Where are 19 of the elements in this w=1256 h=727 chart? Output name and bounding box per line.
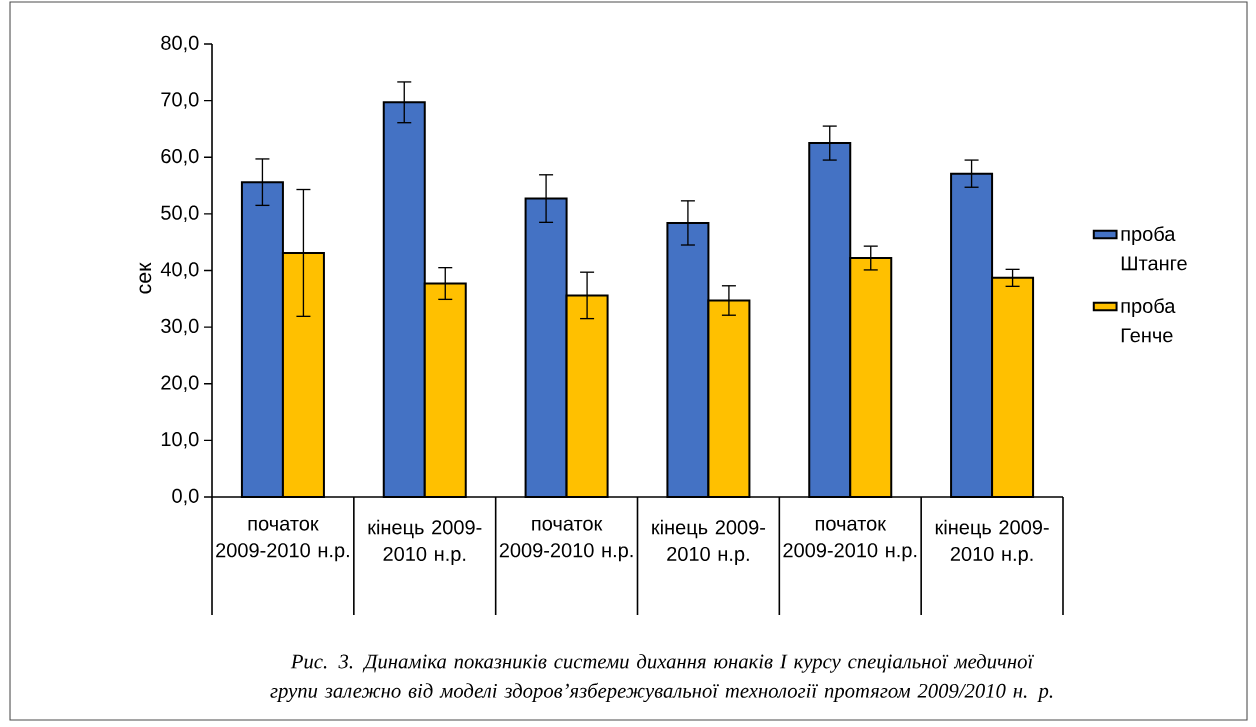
y-tick-label: 70,0 [161,92,199,109]
y-tick-label: 10,0 [161,432,199,449]
y-tick-label: 40,0 [160,262,199,279]
x-tick-label: початок 2009-2010 н.р. [499,519,633,562]
legend-label: проба Штанге [1121,226,1187,271]
y-tick-label: 80,0 [161,35,199,53]
x-tick-label: початок 2009-2010 н.р. [216,519,349,562]
x-tick-label: кінець 2009-2010 н.р. [368,519,482,565]
y-tick-label: 0,0 [172,488,199,506]
x-tick-label: кінець 2009-2010 н.р. [935,519,1049,565]
legend-label: проба Генче [1121,298,1176,343]
x-tick-label: початок 2009-2010 н.р. [783,519,917,562]
x-tick-label: кінець 2009-2010 н.р. [652,519,766,565]
y-tick-label: 30,0 [161,318,199,336]
y-tick-label: 60,0 [161,148,199,166]
y-axis-title: сек [139,262,152,294]
y-tick-label: 20,0 [161,375,199,392]
y-tick-label: 50,0 [161,205,199,223]
text: Рис. 3. Динаміка показників системи дихання юнаків I курсу спеціальної медичної групи залежно від моделі здоров’язбережувальної технології протягом 2009/2010 н. р. [270,653,1053,703]
